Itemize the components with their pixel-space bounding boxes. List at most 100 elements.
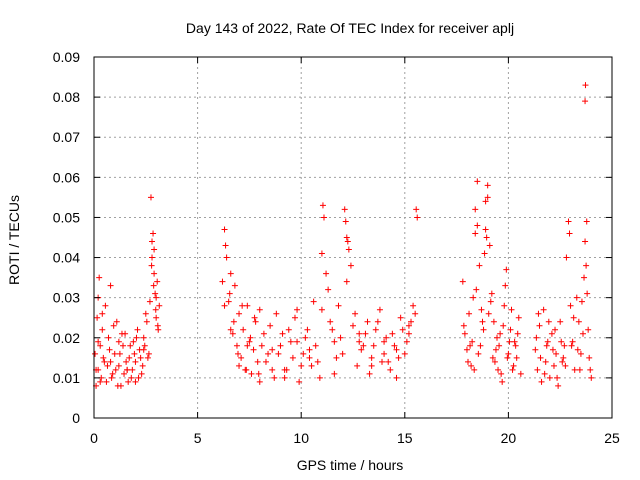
data-point <box>320 214 327 221</box>
data-point <box>269 366 276 373</box>
data-point <box>262 358 269 365</box>
data-point <box>570 314 577 321</box>
data-point <box>304 326 311 333</box>
y-tick-label: 0.05 <box>53 209 80 225</box>
data-point <box>140 346 147 353</box>
data-point <box>350 322 356 329</box>
data-point <box>540 306 547 313</box>
data-point <box>475 350 482 357</box>
data-point <box>244 302 251 309</box>
data-point <box>408 318 415 325</box>
data-point <box>108 374 115 381</box>
data-point <box>414 214 421 221</box>
data-point <box>574 346 581 353</box>
data-point <box>374 318 381 325</box>
data-point <box>549 346 556 353</box>
data-point <box>508 306 515 313</box>
data-point <box>151 270 158 277</box>
data-point <box>504 354 511 361</box>
data-point <box>120 342 127 349</box>
grid <box>94 57 612 418</box>
data-point <box>289 354 296 361</box>
data-point <box>467 342 474 349</box>
data-point <box>554 374 561 381</box>
data-point <box>331 370 338 377</box>
data-point <box>484 194 491 201</box>
data-point <box>281 374 288 381</box>
data-point <box>329 326 336 333</box>
data-point <box>319 202 326 209</box>
data-point <box>581 274 588 281</box>
data-point <box>545 318 552 325</box>
data-point <box>139 362 146 369</box>
data-point <box>480 326 487 333</box>
data-point <box>233 342 240 349</box>
data-point <box>405 330 412 337</box>
data-point <box>246 338 253 345</box>
data-point <box>491 358 498 365</box>
data-point <box>333 354 340 361</box>
data-point <box>552 326 559 333</box>
data-point <box>471 366 478 373</box>
data-point <box>222 242 229 249</box>
data-point <box>137 354 144 361</box>
series-2 <box>459 178 524 385</box>
data-point <box>128 374 135 381</box>
data-point <box>560 354 567 361</box>
data-point <box>275 350 282 357</box>
data-point <box>227 270 234 277</box>
data-point <box>110 322 117 329</box>
data-point <box>101 358 108 365</box>
data-point <box>151 246 158 253</box>
data-point <box>557 318 564 325</box>
data-point <box>555 382 562 389</box>
data-point <box>267 322 274 329</box>
data-point <box>106 346 113 353</box>
data-point <box>577 350 584 357</box>
data-point <box>236 362 243 369</box>
data-point <box>582 82 589 89</box>
data-point <box>318 306 325 313</box>
y-tick-label: 0.06 <box>53 169 80 185</box>
y-axis-label: ROTI / TECUs <box>6 195 22 285</box>
data-point <box>517 370 524 377</box>
data-point <box>578 298 585 305</box>
data-point <box>129 366 136 373</box>
y-tick-label: 0.02 <box>53 330 80 346</box>
data-point <box>500 322 507 329</box>
data-point <box>513 354 520 361</box>
data-point <box>383 334 390 341</box>
data-point <box>323 270 330 277</box>
data-point <box>479 318 486 325</box>
data-point <box>132 358 139 365</box>
y-tick-label: 0.04 <box>53 250 80 266</box>
data-point <box>356 338 363 345</box>
data-point <box>152 306 159 313</box>
data-point <box>541 370 548 377</box>
data-point <box>255 370 262 377</box>
data-point <box>473 286 480 293</box>
data-point <box>543 342 550 349</box>
data-point <box>466 310 473 317</box>
data-point <box>105 334 112 341</box>
data-point <box>339 350 346 357</box>
data-point <box>344 238 351 245</box>
data-point <box>114 382 121 389</box>
data-point <box>97 342 104 349</box>
data-point <box>229 330 236 337</box>
data-point <box>258 342 265 349</box>
data-point <box>501 302 508 309</box>
data-point <box>569 338 576 345</box>
data-point <box>113 318 120 325</box>
y-tick-label: 0.08 <box>53 89 80 105</box>
data-point <box>132 378 139 385</box>
data-point <box>488 290 495 297</box>
data-point <box>144 354 151 361</box>
data-point <box>399 326 406 333</box>
data-point <box>92 350 99 357</box>
data-point <box>111 350 118 357</box>
data-point <box>153 314 160 321</box>
data-point <box>474 222 481 229</box>
data-point <box>152 290 159 297</box>
data-point <box>227 326 234 333</box>
